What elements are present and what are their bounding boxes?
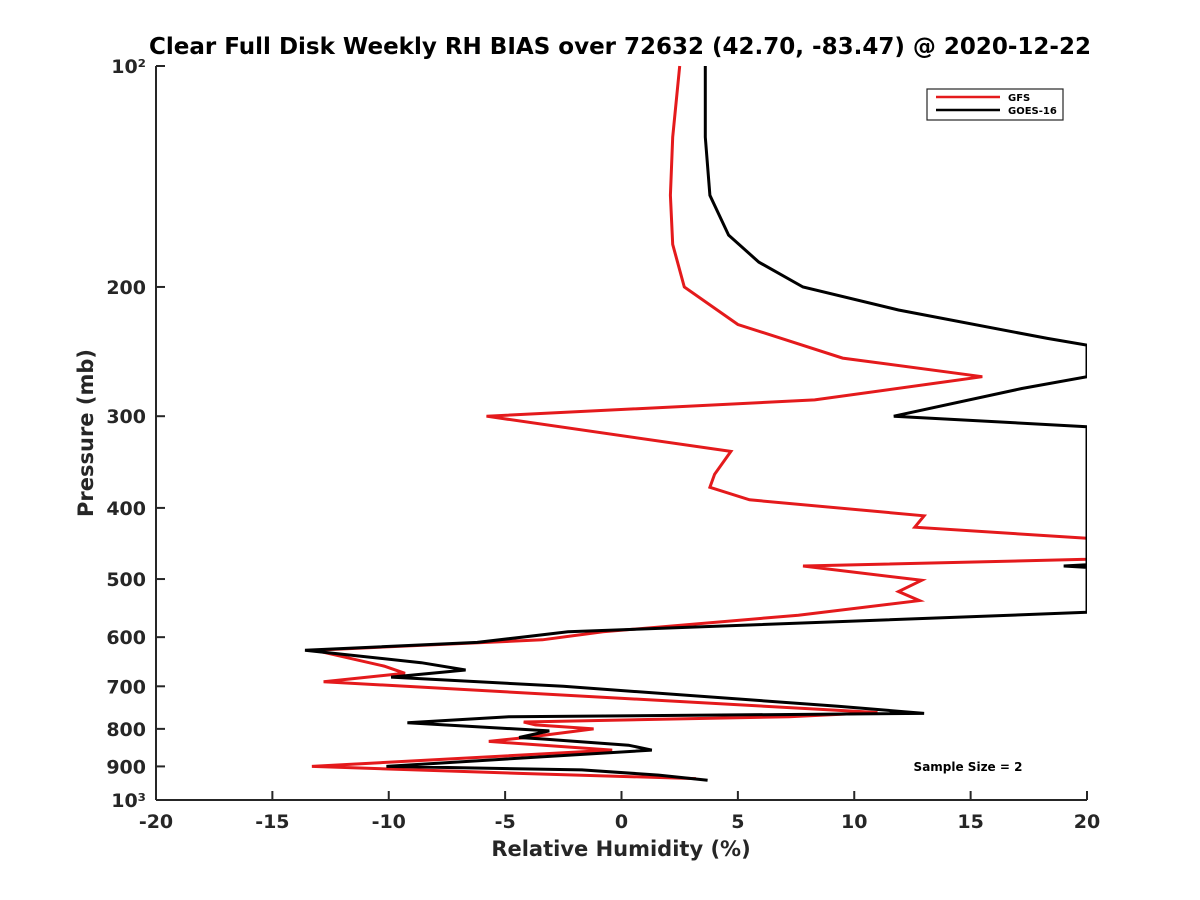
y-tick-label: 400 <box>106 498 146 520</box>
series-line-gfs <box>311 65 1087 781</box>
y-tick-label: 10³ <box>111 790 146 812</box>
y-tick-label: 200 <box>106 277 146 299</box>
x-tick-label: -15 <box>255 811 289 833</box>
y-axis-label: Pressure (mb) <box>74 349 98 517</box>
sample-size-annotation: Sample Size = 2 <box>914 760 1023 774</box>
y-tick-label: 600 <box>106 627 146 649</box>
y-tick-label: 700 <box>106 676 146 698</box>
y-tick-label: 500 <box>106 569 146 591</box>
x-tick-label: 5 <box>731 811 744 833</box>
series-layer <box>304 65 1087 782</box>
chart-title: Clear Full Disk Weekly RH BIAS over 7263… <box>149 34 1091 60</box>
y-tick-label: 900 <box>106 756 146 778</box>
legend-label-goes16: GOES-16 <box>1008 106 1057 117</box>
legend-label-gfs: GFS <box>1008 93 1030 104</box>
x-tick-label: -5 <box>495 811 516 833</box>
y-tick-label: 10² <box>111 56 146 78</box>
legend: GFS GOES-16 <box>926 88 1064 121</box>
x-tick-label: 0 <box>615 811 628 833</box>
y-axis-ticks: 10² 200 300 400 500 600 700 800 900 10³ <box>106 56 165 812</box>
x-tick-label: 15 <box>957 811 983 833</box>
series-line-goes-16 <box>304 66 1087 782</box>
x-tick-label: -20 <box>139 811 173 833</box>
legend-box <box>926 88 1064 121</box>
x-axis-ticks: -20 -15 -10 -5 0 5 10 15 20 <box>139 791 1100 833</box>
x-axis-label: Relative Humidity (%) <box>491 837 750 861</box>
x-tick-label: -10 <box>372 811 406 833</box>
x-tick-label: 10 <box>841 811 867 833</box>
y-tick-label: 300 <box>106 406 146 428</box>
y-tick-label: 800 <box>106 719 146 741</box>
x-tick-label: 20 <box>1074 811 1100 833</box>
